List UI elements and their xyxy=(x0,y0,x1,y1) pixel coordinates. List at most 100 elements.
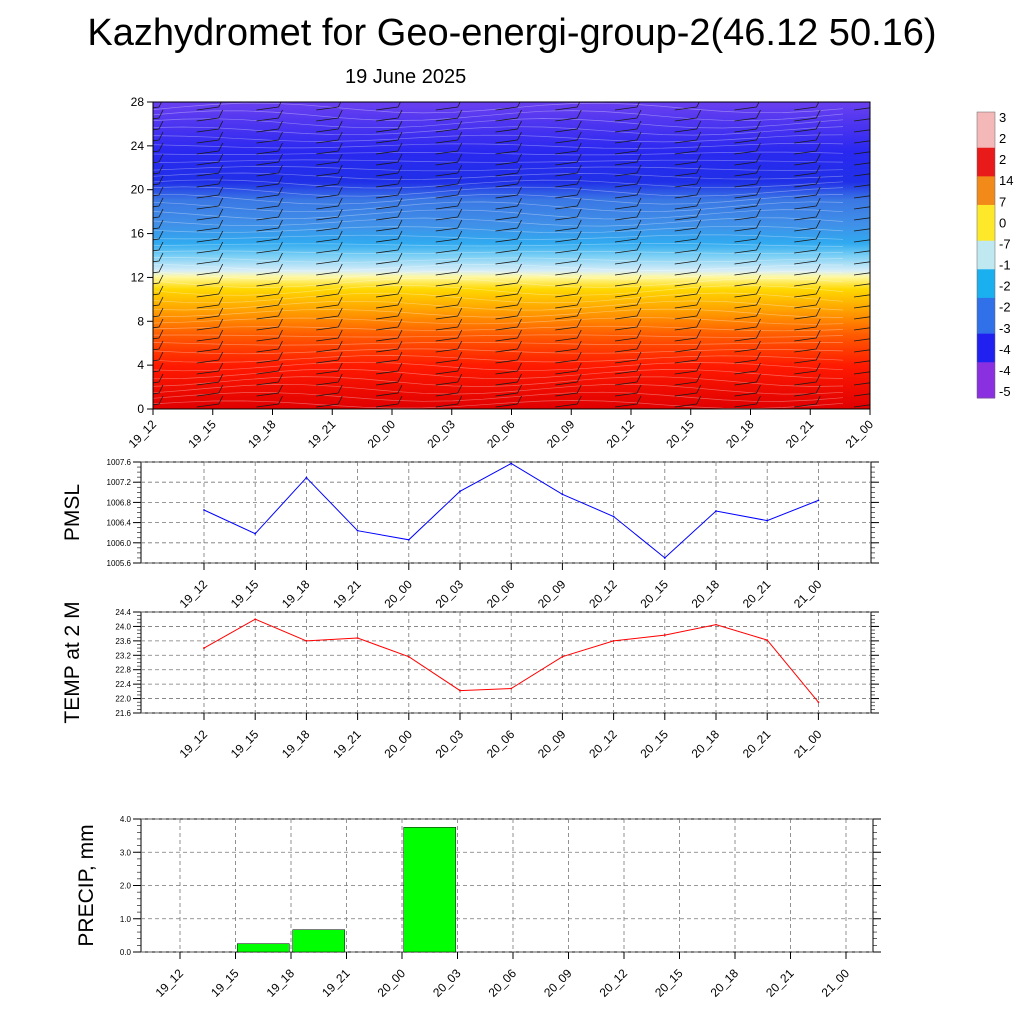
temp-x-tick-label: 20_09 xyxy=(535,727,569,761)
colorbar-segment xyxy=(977,333,995,342)
heatmap-x-tick-label: 20_21 xyxy=(783,417,817,451)
colorbar-label: -2 xyxy=(999,300,1011,315)
wind-barb xyxy=(153,329,164,340)
pmsl-data-point xyxy=(203,509,205,511)
wind-barb xyxy=(153,186,164,197)
contour-line xyxy=(153,308,844,318)
wind-barb xyxy=(316,296,343,309)
wind-barb xyxy=(674,329,702,342)
wind-barb xyxy=(495,307,522,320)
wind-barb xyxy=(256,131,283,144)
wind-barb xyxy=(853,217,870,221)
wind-barb xyxy=(316,241,343,254)
wind-barb xyxy=(555,307,582,320)
wind-barb xyxy=(674,120,702,133)
wind-barb xyxy=(853,261,870,265)
colorbar-segment xyxy=(977,112,995,120)
wind-barb xyxy=(734,153,761,166)
wind-barb xyxy=(153,142,164,153)
colorbar-segment xyxy=(977,154,995,163)
wind-barb xyxy=(614,131,642,144)
wind-barb xyxy=(435,219,463,232)
colorbar-segment xyxy=(977,262,995,270)
wind-barb xyxy=(734,230,761,243)
colorbar-segment xyxy=(977,390,995,399)
wind-barb xyxy=(435,102,461,111)
precip-x-tick-label: 20_18 xyxy=(708,966,742,1000)
wind-barb xyxy=(734,186,761,199)
heatmap-y-tick-label: 28 xyxy=(131,95,145,109)
colorbar: 3 2 2 14 7 0 -7 -1 -2 -2 -3 -4 -4 -5 xyxy=(976,110,1013,399)
wind-barb xyxy=(495,241,522,254)
contour-line xyxy=(153,234,844,240)
wind-barb xyxy=(614,164,642,177)
wind-barb xyxy=(153,153,164,164)
wind-barb xyxy=(435,241,463,254)
wind-barb xyxy=(375,340,403,353)
colorbar-segment xyxy=(977,119,995,127)
colorbar-segment xyxy=(977,326,995,335)
wind-barb xyxy=(674,102,700,111)
wind-barb xyxy=(316,208,343,221)
pmsl-frame xyxy=(140,461,872,564)
precip-x-tick-label: 20_15 xyxy=(652,966,686,1000)
precip-x-tick-label: 20_09 xyxy=(541,966,575,1000)
wind-barb xyxy=(256,362,283,375)
wind-barb xyxy=(196,219,224,232)
wind-barb xyxy=(853,338,870,342)
wind-barb xyxy=(316,142,343,155)
wind-barb xyxy=(256,186,283,199)
contour-line xyxy=(153,172,844,180)
wind-barb xyxy=(794,164,821,177)
contour-line xyxy=(153,142,844,149)
pmsl-data-point xyxy=(254,532,257,535)
wind-barb xyxy=(794,274,821,287)
heatmap-x-tick-label: 20_18 xyxy=(723,417,757,451)
precip-y-tick-label: 1.0 xyxy=(120,915,132,924)
contour-line xyxy=(153,334,844,338)
wind-barb xyxy=(794,208,821,221)
wind-barb xyxy=(555,102,581,111)
wind-barb xyxy=(734,296,761,309)
wind-barb xyxy=(435,340,463,353)
wind-barb xyxy=(435,197,463,210)
wind-barb xyxy=(153,164,164,175)
wind-barb xyxy=(153,384,164,395)
wind-barb xyxy=(614,109,642,122)
contour-line xyxy=(153,209,844,220)
wind-barb xyxy=(614,102,640,111)
wind-barb xyxy=(196,131,224,144)
colorbar-segment xyxy=(977,204,995,213)
wind-barb xyxy=(555,318,582,331)
heatmap-y-tick-label: 24 xyxy=(131,139,145,153)
wind-barb xyxy=(674,296,702,309)
wind-barb xyxy=(794,362,821,375)
pmsl-x-tick-label: 20_18 xyxy=(689,577,723,611)
wind-barb xyxy=(375,351,403,364)
wind-barb xyxy=(794,329,821,342)
wind-barb xyxy=(153,362,164,373)
heatmap-y-tick-label: 12 xyxy=(131,270,145,284)
wind-barb xyxy=(153,197,164,208)
wind-barb xyxy=(153,318,164,329)
wind-barb xyxy=(256,307,283,320)
contour-line xyxy=(153,391,844,402)
heatmap-y-tick-label: 0 xyxy=(137,402,144,416)
wind-barb xyxy=(734,285,761,298)
wind-barb xyxy=(435,186,463,199)
wind-barb xyxy=(316,102,342,111)
temp-y-tick-label: 22.8 xyxy=(115,666,131,675)
temp-y-tick-label: 22.0 xyxy=(115,695,131,704)
wind-barb xyxy=(153,351,164,362)
temp-data-point xyxy=(254,618,257,621)
wind-barb xyxy=(614,373,642,386)
wind-barb xyxy=(495,131,522,144)
pmsl-data-point xyxy=(510,462,513,465)
wind-barb xyxy=(153,285,164,296)
wind-barb xyxy=(375,285,403,298)
pmsl-data-point xyxy=(305,476,308,479)
wind-barb xyxy=(734,197,761,210)
wind-barb xyxy=(153,252,164,263)
wind-barb xyxy=(375,373,403,386)
